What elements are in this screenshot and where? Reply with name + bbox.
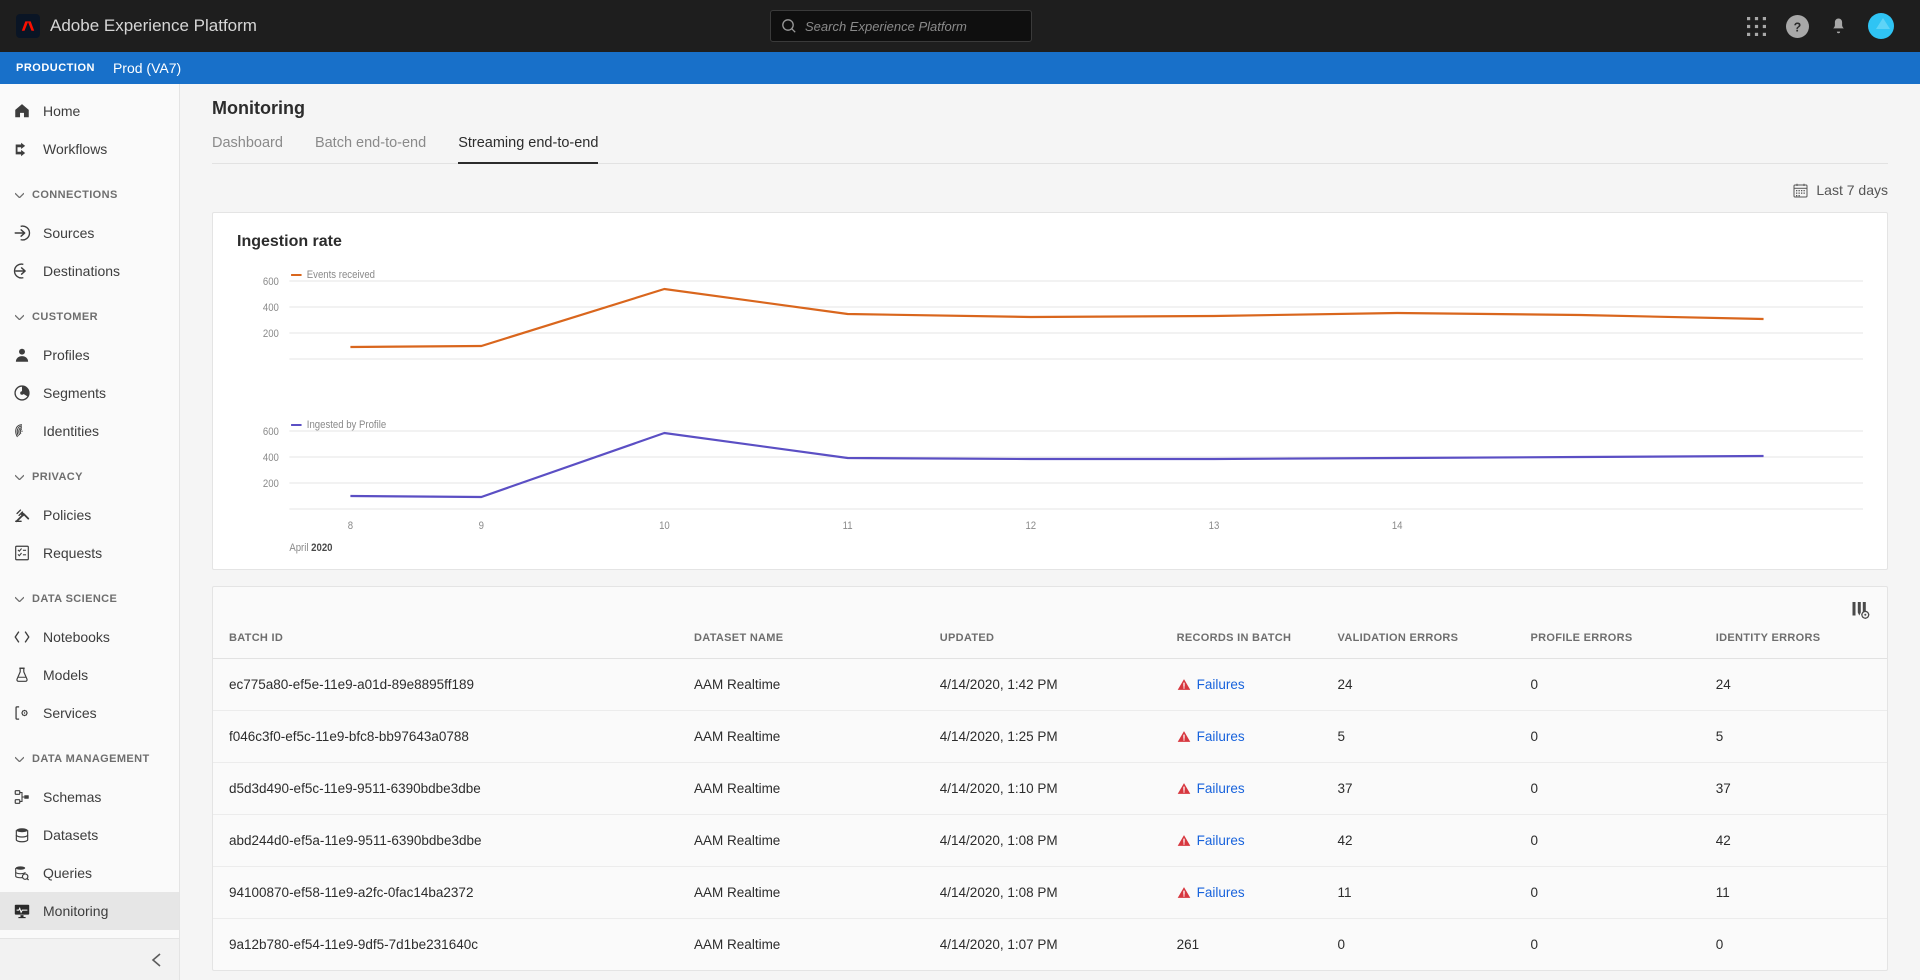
svg-text:14: 14	[1392, 520, 1403, 532]
svg-text:April 2020: April 2020	[289, 542, 332, 554]
svg-text:200: 200	[263, 478, 279, 490]
svg-text:8: 8	[348, 520, 354, 532]
svg-text:600: 600	[263, 276, 279, 288]
svg-text:12: 12	[1025, 520, 1036, 532]
svg-text:400: 400	[263, 302, 279, 314]
svg-text:200: 200	[263, 328, 279, 340]
svg-text:Events received: Events received	[307, 269, 375, 281]
svg-text:?: ?	[1794, 20, 1802, 34]
svg-text:13: 13	[1209, 520, 1220, 532]
svg-text:9: 9	[479, 520, 485, 532]
svg-text:400: 400	[263, 452, 279, 464]
svg-text:600: 600	[263, 426, 279, 438]
svg-text:10: 10	[659, 520, 670, 532]
svg-text:Ingested by Profile: Ingested by Profile	[307, 419, 387, 431]
svg-text:11: 11	[843, 520, 853, 532]
